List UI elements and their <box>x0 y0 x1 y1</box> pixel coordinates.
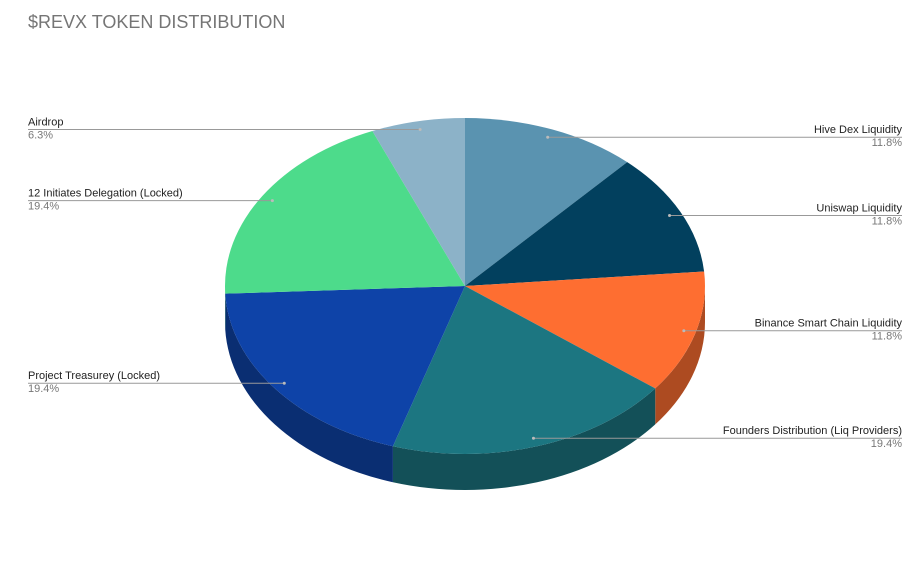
slice <box>392 286 656 454</box>
slice-side <box>655 286 705 425</box>
slice-side <box>392 388 656 490</box>
slice <box>225 131 465 294</box>
slice-value-label: 11.8% <box>872 137 903 149</box>
slice-label: Binance Smart Chain Liquidity <box>755 318 903 330</box>
slice <box>372 118 465 286</box>
leader-dot <box>531 436 535 440</box>
slice-value-label: 19.4% <box>28 383 59 395</box>
slice <box>465 162 705 286</box>
slice-label: Uniswap Liquidity <box>816 202 902 214</box>
slice-side <box>225 293 393 483</box>
slice-label: 12 Initiates Delegation (Locked) <box>28 188 183 200</box>
slice-value-label: 11.8% <box>872 215 903 227</box>
slice-value-label: 19.4% <box>28 201 59 213</box>
slice <box>465 118 628 286</box>
leader-dot <box>546 135 550 139</box>
slice-label: Airdrop <box>28 116 63 128</box>
slice-label: Founders Distribution (Liq Providers) <box>723 425 902 437</box>
slice <box>225 286 465 447</box>
slice-label: Hive Dex Liquidity <box>814 124 903 136</box>
slice-label: Project Treasurey (Locked) <box>28 370 160 382</box>
chart-title: $REVX TOKEN DISTRIBUTION <box>28 12 285 32</box>
leader-dot <box>682 329 686 333</box>
leader-dot <box>282 381 286 385</box>
leader-dot <box>270 199 274 203</box>
slice-value-label: 11.8% <box>872 331 903 343</box>
slice-value-label: 6.3% <box>28 129 53 141</box>
leader-dot <box>668 213 672 217</box>
leader-dot <box>418 128 422 132</box>
slice-value-label: 19.4% <box>871 438 902 450</box>
slice <box>465 271 705 389</box>
